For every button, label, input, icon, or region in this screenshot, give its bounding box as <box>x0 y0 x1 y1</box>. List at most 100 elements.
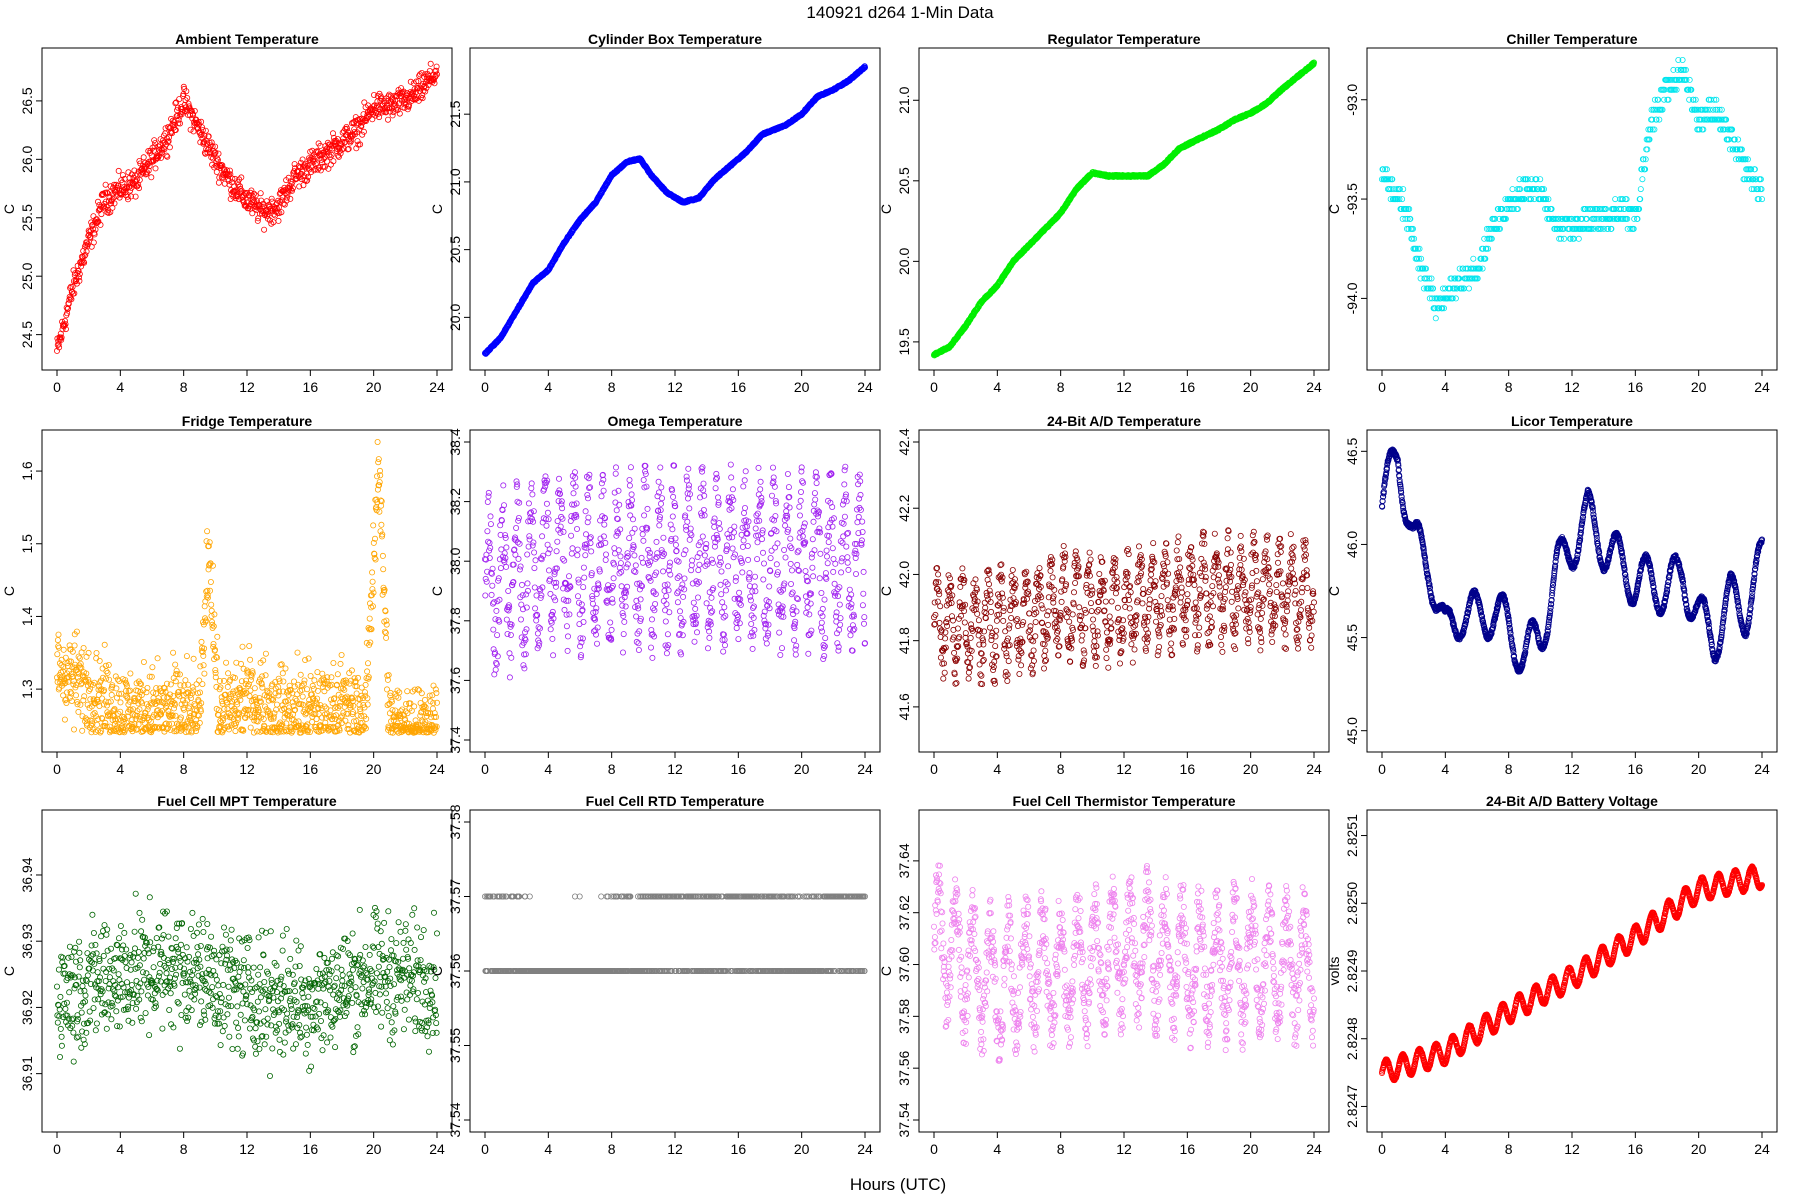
x-tick-label: 8 <box>1057 379 1065 395</box>
data-point <box>216 151 221 156</box>
panel-title: Ambient Temperature <box>175 31 319 47</box>
data-point <box>149 175 154 180</box>
data-point <box>103 182 108 187</box>
x-tick-label: 16 <box>303 379 319 395</box>
y-tick-label: 25.5 <box>19 204 35 231</box>
data-point <box>140 701 145 706</box>
x-tick-label: 16 <box>731 379 747 395</box>
y-axis-label: C <box>1326 204 1342 214</box>
y-axis-label: C <box>1 586 17 596</box>
x-tick-label: 12 <box>239 761 255 777</box>
x-tick-label: 16 <box>303 761 319 777</box>
data-point <box>178 715 183 720</box>
y-tick-label: 20.5 <box>447 236 463 263</box>
data-point <box>141 155 146 160</box>
data-point <box>1466 286 1471 291</box>
y-tick-label: 26.0 <box>19 145 35 172</box>
data-point <box>61 647 66 652</box>
data-point <box>1433 316 1438 321</box>
x-tick-label: 8 <box>180 761 188 777</box>
data-point <box>1638 187 1643 192</box>
data-point <box>92 710 97 715</box>
data-point <box>73 693 78 698</box>
y-tick-label: -93.5 <box>1344 183 1360 215</box>
y-tick-label: 21.5 <box>447 100 463 127</box>
data-point <box>1510 187 1515 192</box>
data-point <box>77 656 82 661</box>
y-tick-label: -93.0 <box>1344 84 1360 116</box>
data-point <box>91 240 96 245</box>
data-point <box>184 654 189 659</box>
x-tick-label: 4 <box>116 761 124 777</box>
y-tick-label: 21.0 <box>896 86 912 113</box>
y-tick-label: 24.5 <box>19 321 35 348</box>
data-point <box>276 218 281 223</box>
panel-2: Regulator Temperature0 4 8 12 16 20 2419.520.0… <box>878 31 1329 395</box>
data-point <box>1640 177 1645 182</box>
data-point <box>150 665 155 670</box>
data-point <box>99 212 104 217</box>
data-point <box>56 632 61 637</box>
x-tick-label: 20 <box>1243 379 1259 395</box>
data-point <box>76 709 81 714</box>
data-point <box>141 659 146 664</box>
series-points <box>1379 57 1764 321</box>
x-tick-label: 12 <box>1564 379 1580 395</box>
data-point <box>71 727 76 732</box>
x-tick-label: 20 <box>366 379 382 395</box>
data-point <box>102 642 107 647</box>
data-point <box>84 249 89 254</box>
y-tick-label: 1.6 <box>19 461 35 481</box>
data-point <box>81 645 86 650</box>
data-point <box>1576 236 1581 241</box>
data-point <box>104 669 109 674</box>
data-point <box>100 666 105 671</box>
panel-title: Fridge Temperature <box>182 413 313 429</box>
x-tick-label: 12 <box>1116 379 1132 395</box>
chart-figure: 140921 d264 1-Min Data Ambient Temperatu… <box>0 0 1800 1200</box>
panel-4: Fridge Temperature0 4 8 12 16 20 241.31.41.51.… <box>1 413 452 777</box>
data-point <box>173 662 178 667</box>
data-point <box>107 677 112 682</box>
data-point <box>94 650 99 655</box>
data-point <box>104 676 109 681</box>
data-point <box>169 721 174 726</box>
y-tick-label: 26.5 <box>19 87 35 114</box>
x-tick-label: 24 <box>857 379 873 395</box>
data-point <box>258 191 263 196</box>
series-points <box>54 439 439 735</box>
x-tick-label: 24 <box>1306 379 1322 395</box>
x-tick-label: 16 <box>1180 379 1196 395</box>
data-point <box>55 652 60 657</box>
data-point <box>1453 296 1458 301</box>
plot-frame <box>919 48 1329 370</box>
data-point <box>97 658 102 663</box>
data-point <box>72 643 77 648</box>
panel-title: Chiller Temperature <box>1506 31 1637 47</box>
x-tick-label: 4 <box>544 379 552 395</box>
x-tick-label: 12 <box>239 379 255 395</box>
x-tick-label: 8 <box>180 379 188 395</box>
data-point <box>385 117 390 122</box>
y-tick-label: 20.0 <box>447 304 463 331</box>
x-tick-label: 4 <box>1441 379 1449 395</box>
y-tick-label: 20.0 <box>896 248 912 275</box>
x-tick-label: 4 <box>993 379 1001 395</box>
y-axis-label: C <box>878 204 894 214</box>
data-point <box>167 145 172 150</box>
x-tick-label: 0 <box>53 761 61 777</box>
data-point <box>116 168 121 173</box>
data-point <box>153 166 158 171</box>
data-point <box>118 700 123 705</box>
data-point <box>99 728 104 733</box>
x-tick-label: 0 <box>1378 379 1386 395</box>
panel-title: Regulator Temperature <box>1048 31 1201 47</box>
x-tick-label: 12 <box>667 379 683 395</box>
panel-3: Chiller Temperature0 4 8 12 16 20 24-94.0-93.5… <box>1326 31 1777 395</box>
y-tick-label: 21.0 <box>447 168 463 195</box>
data-point <box>109 692 114 697</box>
data-point <box>128 671 133 676</box>
